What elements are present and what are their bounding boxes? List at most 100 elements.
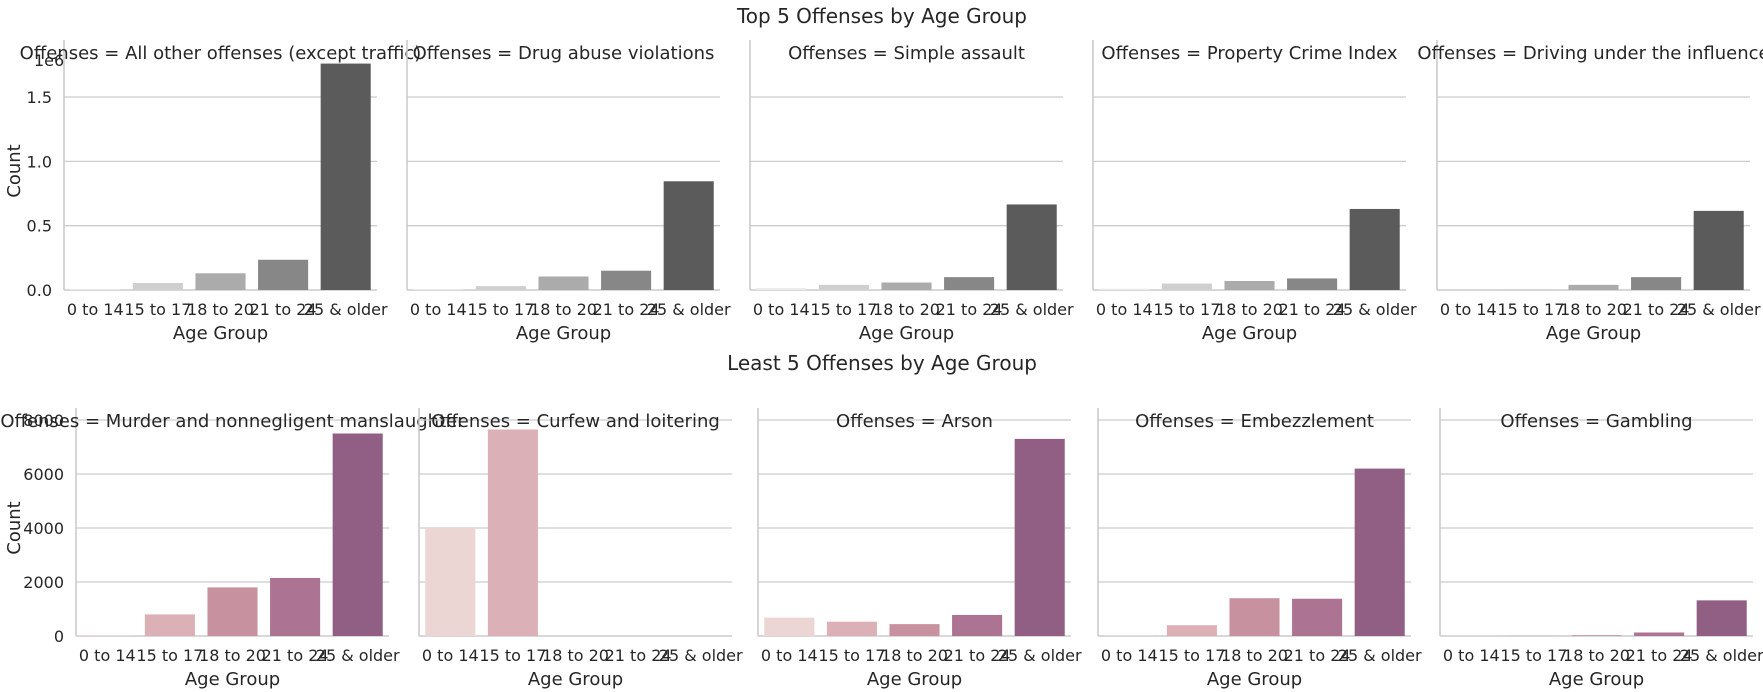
x-tick-label: 18 to 20 xyxy=(187,300,254,319)
bar-15-to-17 xyxy=(1161,283,1212,290)
y-tick-label: 1.5 xyxy=(27,88,52,107)
x-tick-label: 21 to 24 xyxy=(605,646,672,665)
x-axis-label: Age Group xyxy=(867,669,962,690)
x-tick-label: 15 to 17 xyxy=(124,300,191,319)
x-tick-label: 18 to 20 xyxy=(542,646,609,665)
y-tick-label: 0.0 xyxy=(27,281,52,300)
x-axis-label: Age Group xyxy=(1207,669,1302,690)
x-tick-label: 25 & older xyxy=(1338,646,1422,665)
y-tick-label: 6000 xyxy=(23,465,64,484)
x-axis-label: Age Group xyxy=(516,323,611,344)
bar-15-to-17 xyxy=(1166,625,1217,636)
x-tick-label: 25 & older xyxy=(659,646,743,665)
x-axis-label: Age Group xyxy=(528,669,623,690)
x-tick-label: 21 to 24 xyxy=(250,300,317,319)
row-title-least: Least 5 Offenses by Age Group xyxy=(727,351,1037,375)
x-tick-label: 0 to 14 xyxy=(422,646,479,665)
x-axis-label: Age Group xyxy=(173,323,268,344)
bar-25-older xyxy=(332,433,383,636)
x-tick-label: 21 to 24 xyxy=(593,300,660,319)
bar-25-older xyxy=(1693,210,1744,290)
bar-15-to-17 xyxy=(132,282,183,290)
x-tick-label: 0 to 14 xyxy=(753,300,810,319)
panel-title: Offenses = Arson xyxy=(836,411,993,432)
bar-0-to-14 xyxy=(764,617,815,636)
x-tick-label: 18 to 20 xyxy=(1216,300,1283,319)
bar-0-to-14 xyxy=(70,288,121,290)
x-tick-label: 25 & older xyxy=(998,646,1082,665)
bar-15-to-17 xyxy=(818,284,869,290)
panel-title: Offenses = Driving under the influence xyxy=(1417,43,1763,64)
x-tick-label: 18 to 20 xyxy=(873,300,940,319)
panel-title: Offenses = Curfew and loitering xyxy=(431,411,720,432)
panel-title: Offenses = Drug abuse violations xyxy=(413,43,715,64)
y-tick-label: 0.5 xyxy=(27,217,52,236)
y-tick-label: 0 xyxy=(54,627,64,646)
bar-0-to-14 xyxy=(1099,288,1150,290)
x-tick-label: 15 to 17 xyxy=(1158,646,1225,665)
bar-21-to-24 xyxy=(270,577,321,636)
x-tick-label: 18 to 20 xyxy=(530,300,597,319)
y-tick-label: 1.0 xyxy=(27,152,52,171)
bar-15-to-17 xyxy=(475,286,526,290)
x-tick-label: 25 & older xyxy=(304,300,388,319)
x-tick-label: 25 & older xyxy=(990,300,1074,319)
x-tick-label: 18 to 20 xyxy=(1221,646,1288,665)
bar-15-to-17 xyxy=(144,614,195,636)
x-tick-label: 15 to 17 xyxy=(1153,300,1220,319)
x-tick-label: 21 to 24 xyxy=(262,646,329,665)
bar-18-to-20 xyxy=(207,587,258,636)
x-axis-label: Age Group xyxy=(1546,323,1641,344)
bar-18-to-20 xyxy=(1229,598,1280,636)
x-tick-label: 21 to 24 xyxy=(944,646,1011,665)
bar-15-to-17 xyxy=(826,621,877,636)
x-tick-label: 18 to 20 xyxy=(1560,300,1627,319)
panel-title: Offenses = Simple assault xyxy=(788,43,1025,64)
x-tick-label: 25 & older xyxy=(1680,646,1763,665)
x-tick-label: 18 to 20 xyxy=(199,646,266,665)
bar-25-older xyxy=(663,181,714,290)
y-axis-label: Count xyxy=(4,501,25,554)
bar-21-to-24 xyxy=(1631,277,1682,290)
bar-0-to-14 xyxy=(756,288,807,290)
x-tick-label: 0 to 14 xyxy=(79,646,136,665)
x-axis-label: Age Group xyxy=(1549,669,1644,690)
bar-18-to-20 xyxy=(881,282,932,290)
x-tick-label: 0 to 14 xyxy=(1101,646,1158,665)
bar-0-to-14 xyxy=(425,528,476,636)
bar-21-to-24 xyxy=(601,270,652,290)
bar-21-to-24 xyxy=(944,277,995,290)
x-tick-label: 15 to 17 xyxy=(1500,646,1567,665)
x-tick-label: 21 to 24 xyxy=(936,300,1003,319)
x-axis-label: Age Group xyxy=(859,323,954,344)
bar-25-older xyxy=(1006,204,1057,290)
bar-21-to-24 xyxy=(952,614,1003,636)
x-tick-label: 15 to 17 xyxy=(818,646,885,665)
bar-21-to-24 xyxy=(1292,598,1343,636)
x-tick-label: 0 to 14 xyxy=(67,300,124,319)
x-tick-label: 0 to 14 xyxy=(1443,646,1500,665)
x-tick-label: 0 to 14 xyxy=(410,300,467,319)
bar-18-to-20 xyxy=(1224,280,1275,290)
x-tick-label: 15 to 17 xyxy=(467,300,534,319)
bar-21-to-24 xyxy=(258,259,309,290)
x-tick-label: 18 to 20 xyxy=(1563,646,1630,665)
y-tick-label: 2000 xyxy=(23,573,64,592)
panel-title: Offenses = Property Crime Index xyxy=(1101,43,1397,64)
x-tick-label: 21 to 24 xyxy=(1284,646,1351,665)
x-tick-label: 21 to 24 xyxy=(1626,646,1693,665)
x-tick-label: 15 to 17 xyxy=(136,646,203,665)
x-tick-label: 15 to 17 xyxy=(810,300,877,319)
y-tick-label: 4000 xyxy=(23,519,64,538)
panel-title: Offenses = All other offenses (except tr… xyxy=(20,43,422,64)
panel-title: Offenses = Gambling xyxy=(1500,411,1692,432)
